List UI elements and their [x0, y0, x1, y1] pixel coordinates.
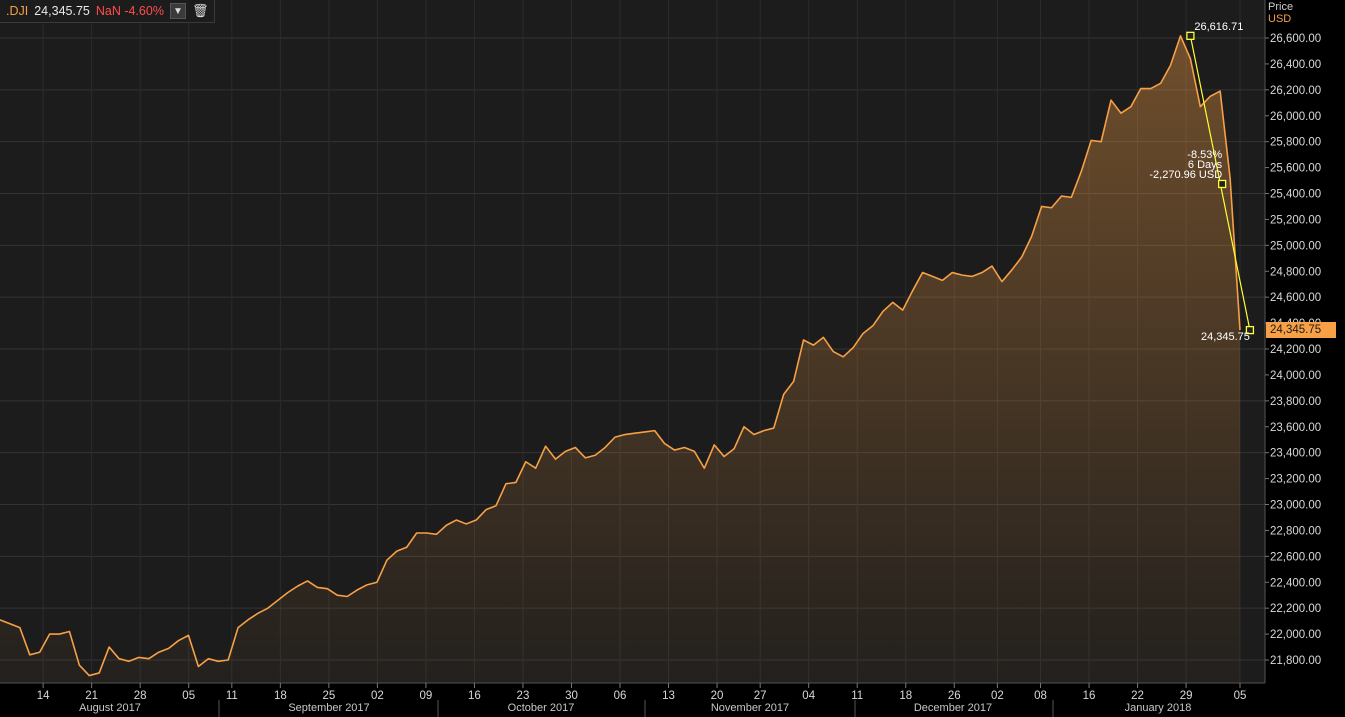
y-tick-label: 25,400.00	[1270, 189, 1321, 201]
legend-symbol[interactable]: .DJI	[6, 4, 29, 18]
x-tick-label: 16	[468, 690, 481, 702]
y-axis: 21,800.00 22,000.00 22,200.00 22,400.00 22,6…	[1265, 33, 1321, 667]
y-tick-label: 25,200.00	[1270, 214, 1321, 226]
x-tick-label: 11	[226, 690, 238, 702]
y-tick-label: 26,600.00	[1270, 33, 1321, 45]
y-tick-label: 24,600.00	[1270, 292, 1321, 304]
y-tick-label: 26,400.00	[1270, 59, 1321, 71]
y-tick-label: 24,200.00	[1270, 344, 1321, 356]
month-label: November 2017	[711, 702, 789, 714]
y-tick-label: 22,600.00	[1270, 551, 1321, 563]
measure-end-handle[interactable]	[1245, 325, 1255, 335]
y-tick-label: 22,800.00	[1270, 525, 1321, 537]
y-tick-label: 23,600.00	[1270, 422, 1321, 434]
x-tick-label: 05	[1234, 690, 1247, 702]
x-tick-label: 20	[711, 690, 724, 702]
axis-title: Price USD	[1268, 1, 1293, 25]
measure-low-label: 24,345.75	[1201, 331, 1250, 343]
y-tick-label: 23,800.00	[1270, 396, 1321, 408]
x-tick-label: 05	[182, 690, 195, 702]
measure-tool[interactable]: 26,616.71 -8.53%6 Days-2,270.96 USD 24,345…	[1149, 21, 1255, 343]
month-label: August 2017	[79, 702, 141, 714]
x-tick-label: 09	[420, 690, 433, 702]
axis-title-price: Price	[1268, 1, 1294, 13]
y-tick-label: 23,400.00	[1270, 448, 1321, 460]
x-tick-label: 18	[274, 690, 287, 702]
month-label: January 2018	[1125, 702, 1192, 714]
measure-pct-label: -8.53%	[1187, 149, 1222, 161]
x-tick-label: 23	[517, 690, 530, 702]
y-tick-label: 24,800.00	[1270, 266, 1321, 278]
last-price-tag: 24,345.75	[1266, 322, 1336, 338]
y-tick-label: 25,000.00	[1270, 240, 1321, 252]
trash-icon[interactable]: 🗑	[191, 3, 209, 18]
y-tick-label: 26,000.00	[1270, 111, 1321, 123]
y-tick-label: 24,000.00	[1270, 370, 1321, 382]
x-tick-label: 11	[851, 690, 863, 702]
chevron-down-icon[interactable]: ▼	[169, 3, 186, 19]
y-axis-panel	[1265, 0, 1345, 717]
month-label: December 2017	[914, 702, 992, 714]
x-tick-label: 02	[991, 690, 1004, 702]
x-tick-label: 13	[662, 690, 675, 702]
measure-mid-handle[interactable]	[1218, 179, 1227, 189]
x-tick-label: 28	[134, 690, 147, 702]
month-label: September 2017	[288, 702, 369, 714]
x-axis-panel	[0, 683, 1265, 717]
series-area	[0, 35, 1240, 683]
x-tick-label: 04	[802, 690, 815, 702]
measure-high-label: 26,616.71	[1194, 21, 1243, 33]
y-tick-label: 23,200.00	[1270, 474, 1321, 486]
x-tick-label: 27	[754, 690, 767, 702]
y-tick-label: 25,600.00	[1270, 163, 1321, 175]
x-tick-label: 18	[899, 690, 912, 702]
legend-last-price: 24,345.75	[34, 4, 90, 18]
month-label: October 2017	[508, 702, 575, 714]
y-tick-label: 22,200.00	[1270, 603, 1321, 615]
x-tick-label: 14	[37, 690, 50, 702]
legend-change: NaN -4.60%	[95, 4, 164, 18]
y-tick-label: 21,800.00	[1270, 655, 1321, 667]
x-tick-label: 29	[1180, 690, 1193, 702]
series-line[interactable]	[0, 35, 1241, 677]
x-tick-label: 25	[322, 690, 335, 702]
legend: .DJI 24,345.75 NaN -4.60% ▼ 🗑	[0, 0, 216, 23]
y-tick-label: 23,000.00	[1270, 500, 1321, 512]
x-tick-label: 08	[1034, 690, 1047, 702]
y-tick-label: 26,200.00	[1270, 85, 1321, 97]
x-tick-label: 22	[1131, 690, 1144, 702]
x-tick-label: 26	[948, 690, 961, 702]
measure-start-handle[interactable]	[1186, 31, 1195, 40]
measure-diff-label: -2,270.96 USD	[1149, 169, 1222, 181]
y-tick-label: 25,800.00	[1270, 137, 1321, 149]
x-tick-label: 21	[85, 690, 98, 702]
x-tick-label: 02	[371, 690, 384, 702]
x-tick-label: 06	[614, 690, 627, 702]
y-tick-label: 22,000.00	[1270, 629, 1321, 641]
y-tick-label: 22,400.00	[1270, 577, 1321, 589]
x-tick-label: 16	[1083, 690, 1096, 702]
measure-days-label: 6 Days	[1188, 159, 1223, 171]
x-axis: 14 21 28 05 11 18 25 02 09 16 23 30 06 13 20 27 04 11 18 26…	[37, 683, 1247, 702]
axis-title-currency: USD	[1268, 13, 1292, 25]
x-tick-label: 30	[565, 690, 578, 702]
month-labels: August 2017 September 2017 October 2017 Nov…	[79, 700, 1191, 717]
